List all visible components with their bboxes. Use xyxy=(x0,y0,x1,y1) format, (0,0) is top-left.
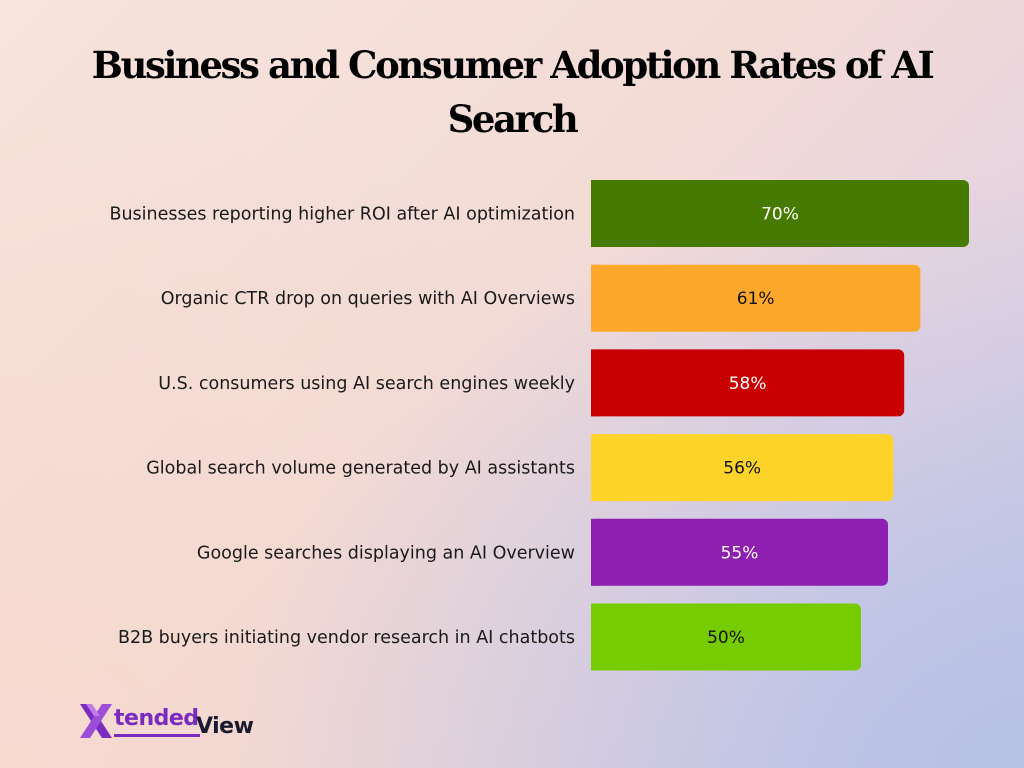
bar-5-left-edge xyxy=(591,518,599,586)
category-label-1: Businesses reporting higher ROI after AI… xyxy=(109,205,575,225)
bar-4-left-edge xyxy=(591,434,599,502)
category-label-4: Global search volume generated by AI ass… xyxy=(146,459,575,479)
category-label-6: B2B buyers initiating vendor research in… xyxy=(118,628,575,648)
logo-text-view: View xyxy=(196,714,254,739)
bar-value-label-6: 50% xyxy=(707,628,745,648)
chart-title: Business and Consumer Adoption Rates of … xyxy=(60,38,964,146)
chart-title-line-2: Search xyxy=(447,97,579,141)
bar-value-label-2: 61% xyxy=(737,289,775,309)
bar-1-left-edge xyxy=(591,180,599,247)
bar-value-label-4: 56% xyxy=(723,459,761,479)
chart-title-line-1: Business and Consumer Adoption Rates of … xyxy=(91,43,935,87)
bar-6 xyxy=(591,603,861,671)
xtendedview-logo: tended View xyxy=(78,700,278,744)
logo-underline xyxy=(114,734,200,737)
bar-3 xyxy=(591,349,905,417)
category-label-2: Organic CTR drop on queries with AI Over… xyxy=(161,289,575,309)
bar-value-label-1: 70% xyxy=(761,205,799,225)
category-label-5: Google searches displaying an AI Overvie… xyxy=(197,543,575,563)
category-label-3: U.S. consumers using AI search engines w… xyxy=(158,374,575,394)
bar-6-left-edge xyxy=(591,603,599,671)
bar-2 xyxy=(591,264,921,332)
bar-2-left-edge xyxy=(591,264,599,332)
bar-4 xyxy=(591,434,894,502)
bar-5 xyxy=(591,518,888,586)
logo-text-tended: tended xyxy=(114,706,199,731)
logo-x-mark xyxy=(80,704,112,738)
bar-1 xyxy=(591,180,969,247)
bar-value-label-5: 55% xyxy=(721,543,759,563)
bar-value-label-3: 58% xyxy=(729,374,767,394)
bar-3-left-edge xyxy=(591,349,599,417)
